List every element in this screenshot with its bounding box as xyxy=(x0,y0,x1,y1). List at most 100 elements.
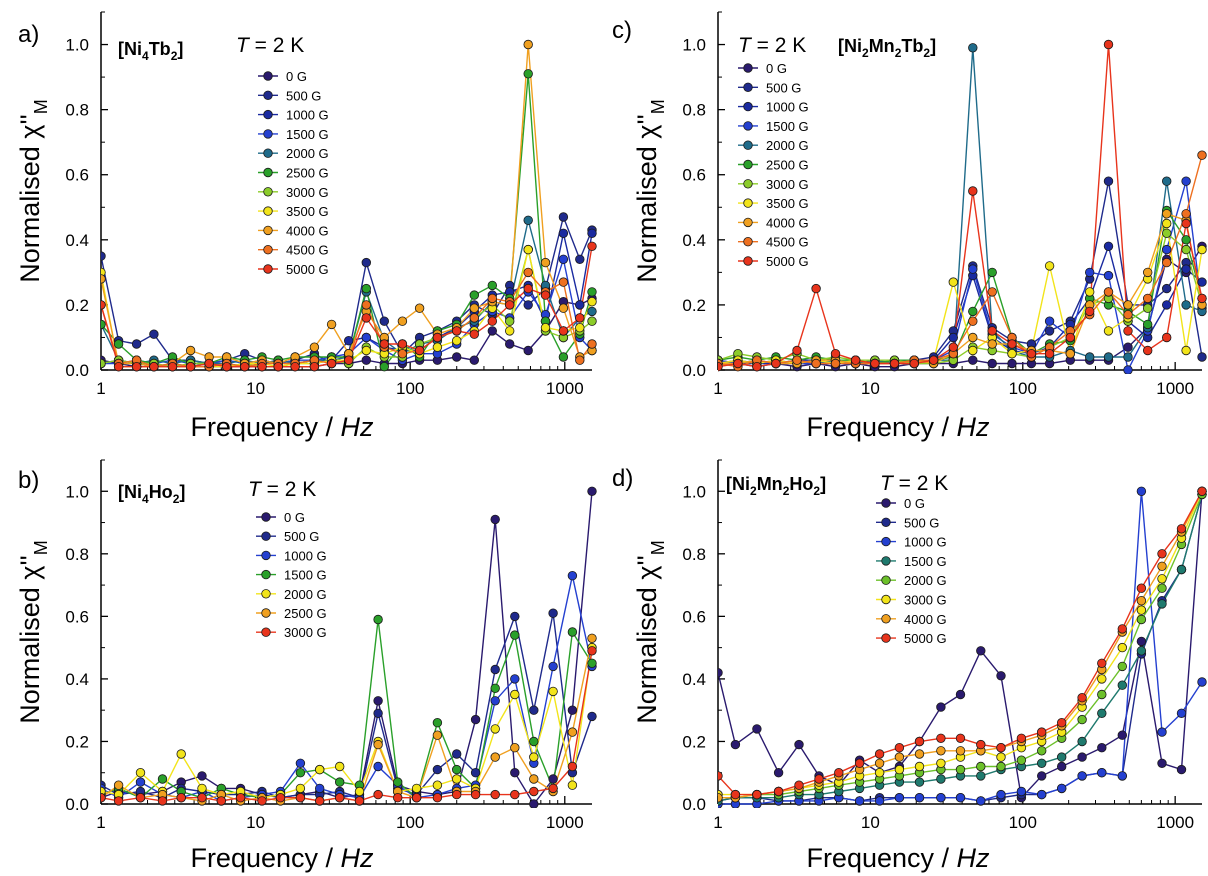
data-point xyxy=(432,730,443,740)
data-point xyxy=(811,358,821,369)
data-point xyxy=(295,793,306,803)
data-point xyxy=(361,355,372,365)
data-point xyxy=(730,739,741,750)
data-point xyxy=(948,342,959,352)
data-point xyxy=(1142,345,1153,356)
data-point xyxy=(733,358,743,369)
data-point xyxy=(540,257,551,268)
data-point xyxy=(411,793,422,803)
legend-marker xyxy=(261,512,271,522)
legend-marker xyxy=(263,129,273,139)
data-point xyxy=(567,761,578,772)
x-tick-label: 100 xyxy=(396,813,424,832)
data-point xyxy=(1117,771,1128,781)
data-point xyxy=(309,362,320,372)
data-point xyxy=(1181,218,1191,229)
data-point xyxy=(373,614,383,625)
data-point xyxy=(452,352,462,362)
y-tick-label: 0.2 xyxy=(682,732,706,751)
data-point xyxy=(1181,209,1191,219)
data-point xyxy=(1103,352,1114,362)
y-tick-label: 0.4 xyxy=(682,231,706,250)
temperature-label: T = 2 K xyxy=(880,472,948,495)
x-tick-label: 100 xyxy=(1009,813,1037,832)
data-point xyxy=(968,345,978,356)
legend-label: 2000 G xyxy=(286,146,329,161)
data-point xyxy=(874,758,885,769)
panel-label: d) xyxy=(612,465,633,492)
legend-label: 2500 G xyxy=(766,158,809,173)
data-point xyxy=(113,339,124,349)
temperature-label: T = 2 K xyxy=(248,478,316,501)
data-point xyxy=(295,758,306,769)
data-point xyxy=(1136,605,1147,615)
data-point xyxy=(487,293,498,304)
y-tick-label: 1.0 xyxy=(65,36,89,55)
data-point xyxy=(587,486,597,497)
data-point xyxy=(373,761,383,772)
legend-label: 3500 G xyxy=(766,196,809,211)
data-point xyxy=(523,69,533,79)
data-point xyxy=(131,362,142,372)
legend-marker xyxy=(881,517,891,528)
data-point xyxy=(968,43,978,53)
data-point xyxy=(432,780,443,790)
data-point xyxy=(1097,674,1107,684)
data-point xyxy=(379,316,390,326)
data-point xyxy=(344,336,354,346)
data-point xyxy=(955,793,966,803)
data-point xyxy=(1056,752,1067,762)
data-point xyxy=(393,777,403,787)
data-point xyxy=(257,796,267,806)
legend-marker xyxy=(261,531,271,541)
legend-label: 4000 G xyxy=(904,612,947,627)
x-tick-label: 1 xyxy=(713,813,722,832)
data-point xyxy=(1123,310,1133,320)
data-point xyxy=(909,358,919,369)
data-point xyxy=(1016,786,1027,797)
data-point xyxy=(558,326,569,336)
y-tick-label: 0.8 xyxy=(65,101,89,120)
y-tick-label: 0.0 xyxy=(65,795,89,814)
data-point xyxy=(373,739,383,750)
series-line xyxy=(101,647,593,799)
y-tick-label: 0.2 xyxy=(682,296,706,315)
data-point xyxy=(976,796,986,806)
data-point xyxy=(996,752,1006,762)
legend-label: 3000 G xyxy=(286,185,329,200)
data-point xyxy=(275,793,286,803)
data-point xyxy=(968,355,978,365)
data-point xyxy=(1142,303,1153,313)
data-point xyxy=(1181,264,1191,274)
data-point xyxy=(1077,752,1087,762)
data-point xyxy=(529,799,539,808)
legend-label: 1000 G xyxy=(904,535,947,550)
series-group xyxy=(101,39,597,372)
data-point xyxy=(315,764,325,775)
y-tick-label: 0.6 xyxy=(65,607,89,626)
x-tick-label: 10 xyxy=(861,379,880,398)
data-point xyxy=(948,277,959,287)
y-axis-title: Normalised χ''M xyxy=(632,99,668,283)
data-point xyxy=(490,752,500,762)
data-point xyxy=(1181,244,1191,255)
data-point xyxy=(411,783,422,794)
data-point xyxy=(1056,761,1067,772)
data-point xyxy=(505,300,515,310)
y-tick-label: 0.0 xyxy=(65,361,89,380)
data-point xyxy=(135,793,146,803)
data-point xyxy=(1161,332,1172,343)
data-point xyxy=(135,768,146,778)
data-point xyxy=(1077,714,1087,725)
data-point xyxy=(1161,283,1172,294)
data-point xyxy=(558,254,569,264)
data-point xyxy=(1181,300,1191,310)
data-point xyxy=(1136,614,1147,625)
data-point xyxy=(432,764,443,775)
data-point xyxy=(1157,574,1167,584)
data-point xyxy=(1161,257,1172,268)
data-point xyxy=(1136,646,1147,656)
data-point xyxy=(1117,730,1128,740)
data-point xyxy=(894,793,905,803)
